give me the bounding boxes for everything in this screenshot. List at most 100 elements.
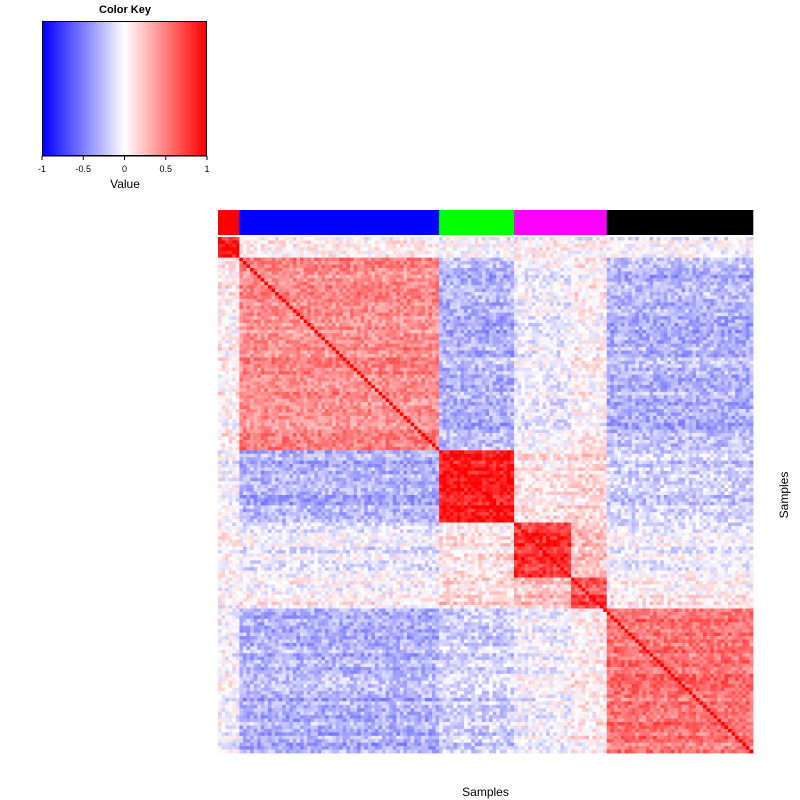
heatmap-cell	[589, 292, 593, 296]
heatmap-cell	[596, 261, 600, 265]
heatmap-cell	[250, 316, 254, 320]
heatmap-cell	[432, 247, 436, 251]
heatmap-cell	[450, 340, 454, 344]
heatmap-cell	[371, 237, 375, 241]
heatmap-cell	[521, 326, 525, 330]
heatmap-cell	[593, 344, 597, 348]
heatmap-cell	[514, 278, 518, 282]
heatmap-cell	[321, 347, 325, 351]
heatmap-cell	[225, 258, 229, 262]
heatmap-cell	[721, 309, 725, 313]
heatmap-cell	[332, 326, 336, 330]
heatmap-cell	[639, 320, 643, 324]
heatmap-cell	[329, 261, 333, 265]
heatmap-cell	[371, 337, 375, 341]
heatmap-cell	[282, 261, 286, 265]
heatmap-cell	[432, 299, 436, 303]
heatmap-cell	[389, 337, 393, 341]
heatmap-cell	[489, 337, 493, 341]
heatmap-cell	[346, 261, 350, 265]
heatmap-cell	[500, 330, 504, 334]
heatmap-cell	[575, 316, 579, 320]
heatmap-cell	[678, 244, 682, 248]
heatmap-cell	[247, 347, 251, 351]
heatmap-cell	[239, 295, 243, 299]
heatmap-cell	[293, 326, 297, 330]
heatmap-cell	[528, 333, 532, 337]
heatmap-cell	[682, 258, 686, 262]
heatmap-cell	[732, 282, 736, 286]
heatmap-cell	[332, 237, 336, 241]
heatmap-cell	[568, 337, 572, 341]
heatmap-cell	[446, 285, 450, 289]
heatmap-cell	[336, 289, 340, 293]
heatmap-cell	[279, 309, 283, 313]
heatmap-cell	[621, 337, 625, 341]
heatmap-cell	[461, 244, 465, 248]
heatmap-cell	[564, 302, 568, 306]
heatmap-cell	[710, 237, 714, 241]
heatmap-cell	[721, 237, 725, 241]
heatmap-cell	[518, 268, 522, 272]
heatmap-cell	[518, 306, 522, 310]
heatmap-cell	[421, 337, 425, 341]
heatmap-cell	[329, 251, 333, 255]
heatmap-cell	[717, 306, 721, 310]
heatmap-cell	[657, 316, 661, 320]
heatmap-cell	[411, 244, 415, 248]
heatmap-cell	[250, 302, 254, 306]
heatmap-cell	[307, 330, 311, 334]
heatmap-cell	[724, 344, 728, 348]
heatmap-cell	[414, 265, 418, 269]
heatmap-cell	[475, 278, 479, 282]
heatmap-cell	[482, 240, 486, 244]
heatmap-cell	[375, 275, 379, 279]
heatmap-cell	[675, 302, 679, 306]
heatmap-cell	[664, 299, 668, 303]
heatmap-cell	[493, 295, 497, 299]
heatmap-cell	[528, 344, 532, 348]
heatmap-cell	[689, 347, 693, 351]
heatmap-cell	[489, 282, 493, 286]
heatmap-cell	[386, 244, 390, 248]
heatmap-cell	[261, 275, 265, 279]
heatmap-cell	[724, 285, 728, 289]
heatmap-cell	[707, 247, 711, 251]
heatmap-cell	[247, 265, 251, 269]
heatmap-cell	[571, 340, 575, 344]
heatmap-cell	[475, 247, 479, 251]
heatmap-cell	[300, 316, 304, 320]
heatmap-cell	[514, 265, 518, 269]
heatmap-cell	[236, 320, 240, 324]
heatmap-cell	[396, 302, 400, 306]
heatmap-cell	[300, 247, 304, 251]
heatmap-cell	[439, 313, 443, 317]
heatmap-cell	[703, 278, 707, 282]
heatmap-cell	[457, 299, 461, 303]
heatmap-cell	[707, 261, 711, 265]
heatmap-cell	[218, 337, 222, 341]
heatmap-cell	[311, 323, 315, 327]
heatmap-cell	[600, 302, 604, 306]
heatmap-cell	[714, 320, 718, 324]
heatmap-cell	[578, 275, 582, 279]
heatmap-cell	[439, 265, 443, 269]
heatmap-cell	[560, 285, 564, 289]
heatmap-cell	[589, 344, 593, 348]
heatmap-cell	[489, 302, 493, 306]
heatmap-cell	[471, 347, 475, 351]
heatmap-cell	[232, 320, 236, 324]
heatmap-cell	[407, 240, 411, 244]
heatmap-cell	[632, 299, 636, 303]
heatmap-cell	[268, 254, 272, 258]
heatmap-cell	[607, 268, 611, 272]
heatmap-cell	[735, 258, 739, 262]
heatmap-cell	[361, 251, 365, 255]
heatmap-cell	[304, 265, 308, 269]
heatmap-cell	[482, 244, 486, 248]
heatmap-cell	[272, 302, 276, 306]
heatmap-cell	[642, 289, 646, 293]
heatmap-cell	[496, 299, 500, 303]
heatmap-cell	[464, 240, 468, 244]
heatmap-cell	[610, 326, 614, 330]
